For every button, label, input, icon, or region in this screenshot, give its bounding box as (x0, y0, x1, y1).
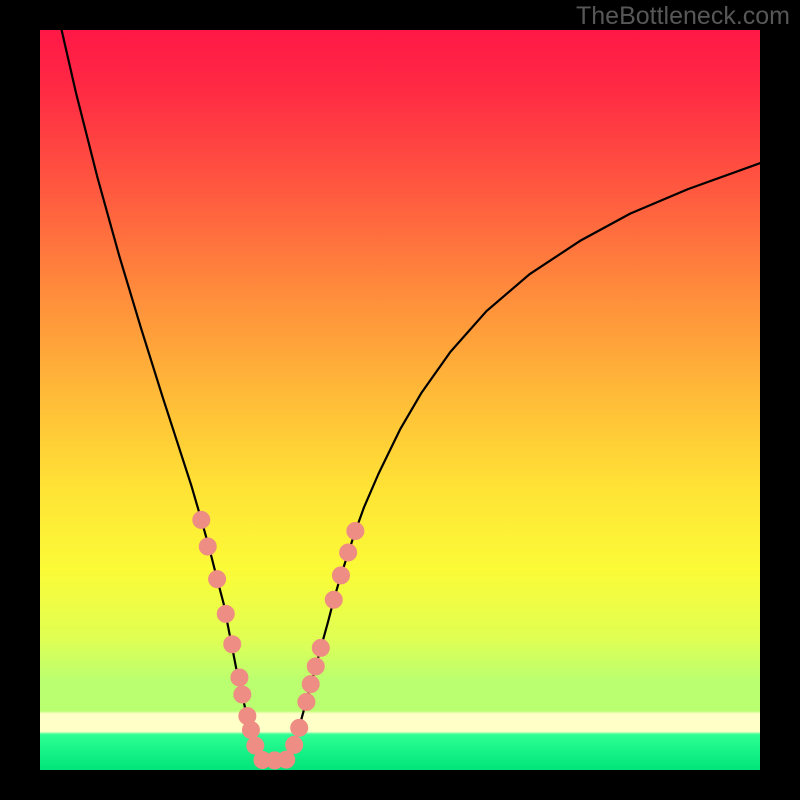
data-marker (224, 636, 241, 653)
data-marker (231, 669, 248, 686)
plot-background (40, 30, 760, 770)
data-marker (286, 736, 303, 753)
data-marker (298, 693, 315, 710)
data-marker (332, 567, 349, 584)
data-marker (242, 722, 259, 739)
data-marker (278, 751, 295, 768)
data-marker (340, 544, 357, 561)
data-marker (209, 571, 226, 588)
data-marker (312, 639, 329, 656)
chart-container: TheBottleneck.com (0, 0, 800, 800)
watermark-text: TheBottleneck.com (576, 2, 790, 31)
data-marker (217, 605, 234, 622)
data-marker (347, 522, 364, 539)
data-marker (302, 676, 319, 693)
data-marker (307, 658, 324, 675)
data-marker (325, 591, 342, 608)
chart-svg (0, 0, 800, 800)
data-marker (193, 511, 210, 528)
data-marker (199, 538, 216, 555)
data-marker (291, 719, 308, 736)
data-marker (234, 686, 251, 703)
